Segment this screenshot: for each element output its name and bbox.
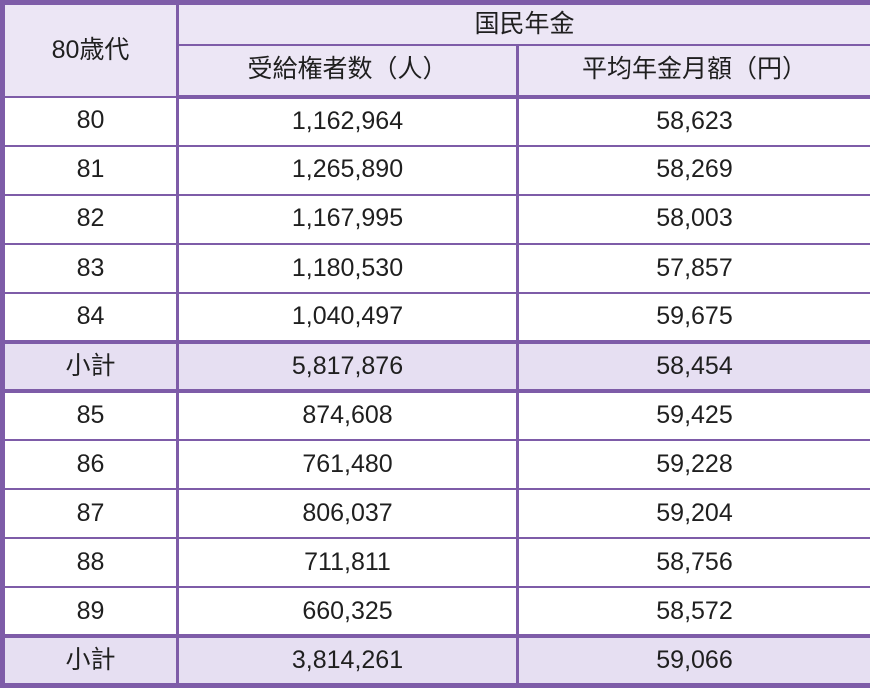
age-group-header: 80歳代 <box>1 1 179 98</box>
average-cell: 58,454 <box>515 339 870 393</box>
average-cell: 58,269 <box>515 144 870 196</box>
recipients-cell: 874,608 <box>176 389 519 442</box>
recipients-cell: 1,162,964 <box>176 95 519 147</box>
recipients-cell: 1,040,497 <box>176 291 519 343</box>
age-cell: 86 <box>1 439 179 491</box>
recipients-cell: 1,180,530 <box>176 242 519 294</box>
title-row: 80歳代 国民年金 <box>1 1 870 98</box>
average-cell: 57,857 <box>515 242 870 294</box>
age-cell: 81 <box>1 144 179 196</box>
table-row: 89 660,325 58,572 <box>1 586 870 638</box>
age-cell: 87 <box>1 488 179 540</box>
subheader-row: 受給権者数（人） 平均年金月額（円） <box>3 43 870 99</box>
age-cell: 80 <box>1 95 179 147</box>
subtotal-label-cell: 小計 <box>1 339 179 393</box>
table-row: 82 1,167,995 58,003 <box>1 193 870 245</box>
recipients-cell: 3,814,261 <box>176 634 519 688</box>
recipients-cell: 806,037 <box>176 488 519 540</box>
average-cell: 59,228 <box>515 439 870 491</box>
pension-title-header: 国民年金 <box>175 1 870 46</box>
table-header: 80歳代 国民年金 受給権者数（人） 平均年金月額（円） <box>1 1 870 99</box>
age-cell: 83 <box>1 242 179 294</box>
average-cell: 59,066 <box>515 634 870 688</box>
average-cell: 59,425 <box>515 389 870 442</box>
average-header: 平均年金月額（円） <box>515 43 870 99</box>
table-row: 80 1,162,964 58,623 <box>1 95 870 147</box>
recipients-cell: 5,817,876 <box>176 339 519 393</box>
subtotal-row: 小計 3,814,261 59,066 <box>1 634 870 688</box>
table-row: 87 806,037 59,204 <box>1 488 870 540</box>
table-row: 85 874,608 59,425 <box>1 389 870 442</box>
recipients-cell: 761,480 <box>176 439 519 491</box>
recipients-cell: 1,265,890 <box>176 144 519 196</box>
table-row: 83 1,180,530 57,857 <box>1 242 870 294</box>
table-row: 81 1,265,890 58,269 <box>1 144 870 196</box>
age-cell: 82 <box>1 193 179 245</box>
average-cell: 58,003 <box>515 193 870 245</box>
recipients-cell: 711,811 <box>176 537 519 589</box>
recipients-cell: 1,167,995 <box>176 193 519 245</box>
age-cell: 88 <box>1 537 179 589</box>
age-cell: 84 <box>1 291 179 343</box>
age-cell: 89 <box>1 586 179 638</box>
age-cell: 85 <box>1 389 179 442</box>
subtotal-row: 小計 5,817,876 58,454 <box>1 339 870 393</box>
table-row: 86 761,480 59,228 <box>1 439 870 491</box>
average-cell: 58,756 <box>515 537 870 589</box>
average-cell: 59,675 <box>515 291 870 343</box>
table-row: 88 711,811 58,756 <box>1 537 870 589</box>
average-cell: 58,623 <box>515 95 870 147</box>
table-row: 84 1,040,497 59,675 <box>1 291 870 343</box>
recipients-cell: 660,325 <box>176 586 519 638</box>
subtotal-label-cell: 小計 <box>1 634 179 688</box>
recipients-header: 受給権者数（人） <box>176 43 519 99</box>
table-body: 80 1,162,964 58,623 81 1,265,890 58,269 … <box>1 95 870 688</box>
average-cell: 58,572 <box>515 586 870 638</box>
average-cell: 59,204 <box>515 488 870 540</box>
